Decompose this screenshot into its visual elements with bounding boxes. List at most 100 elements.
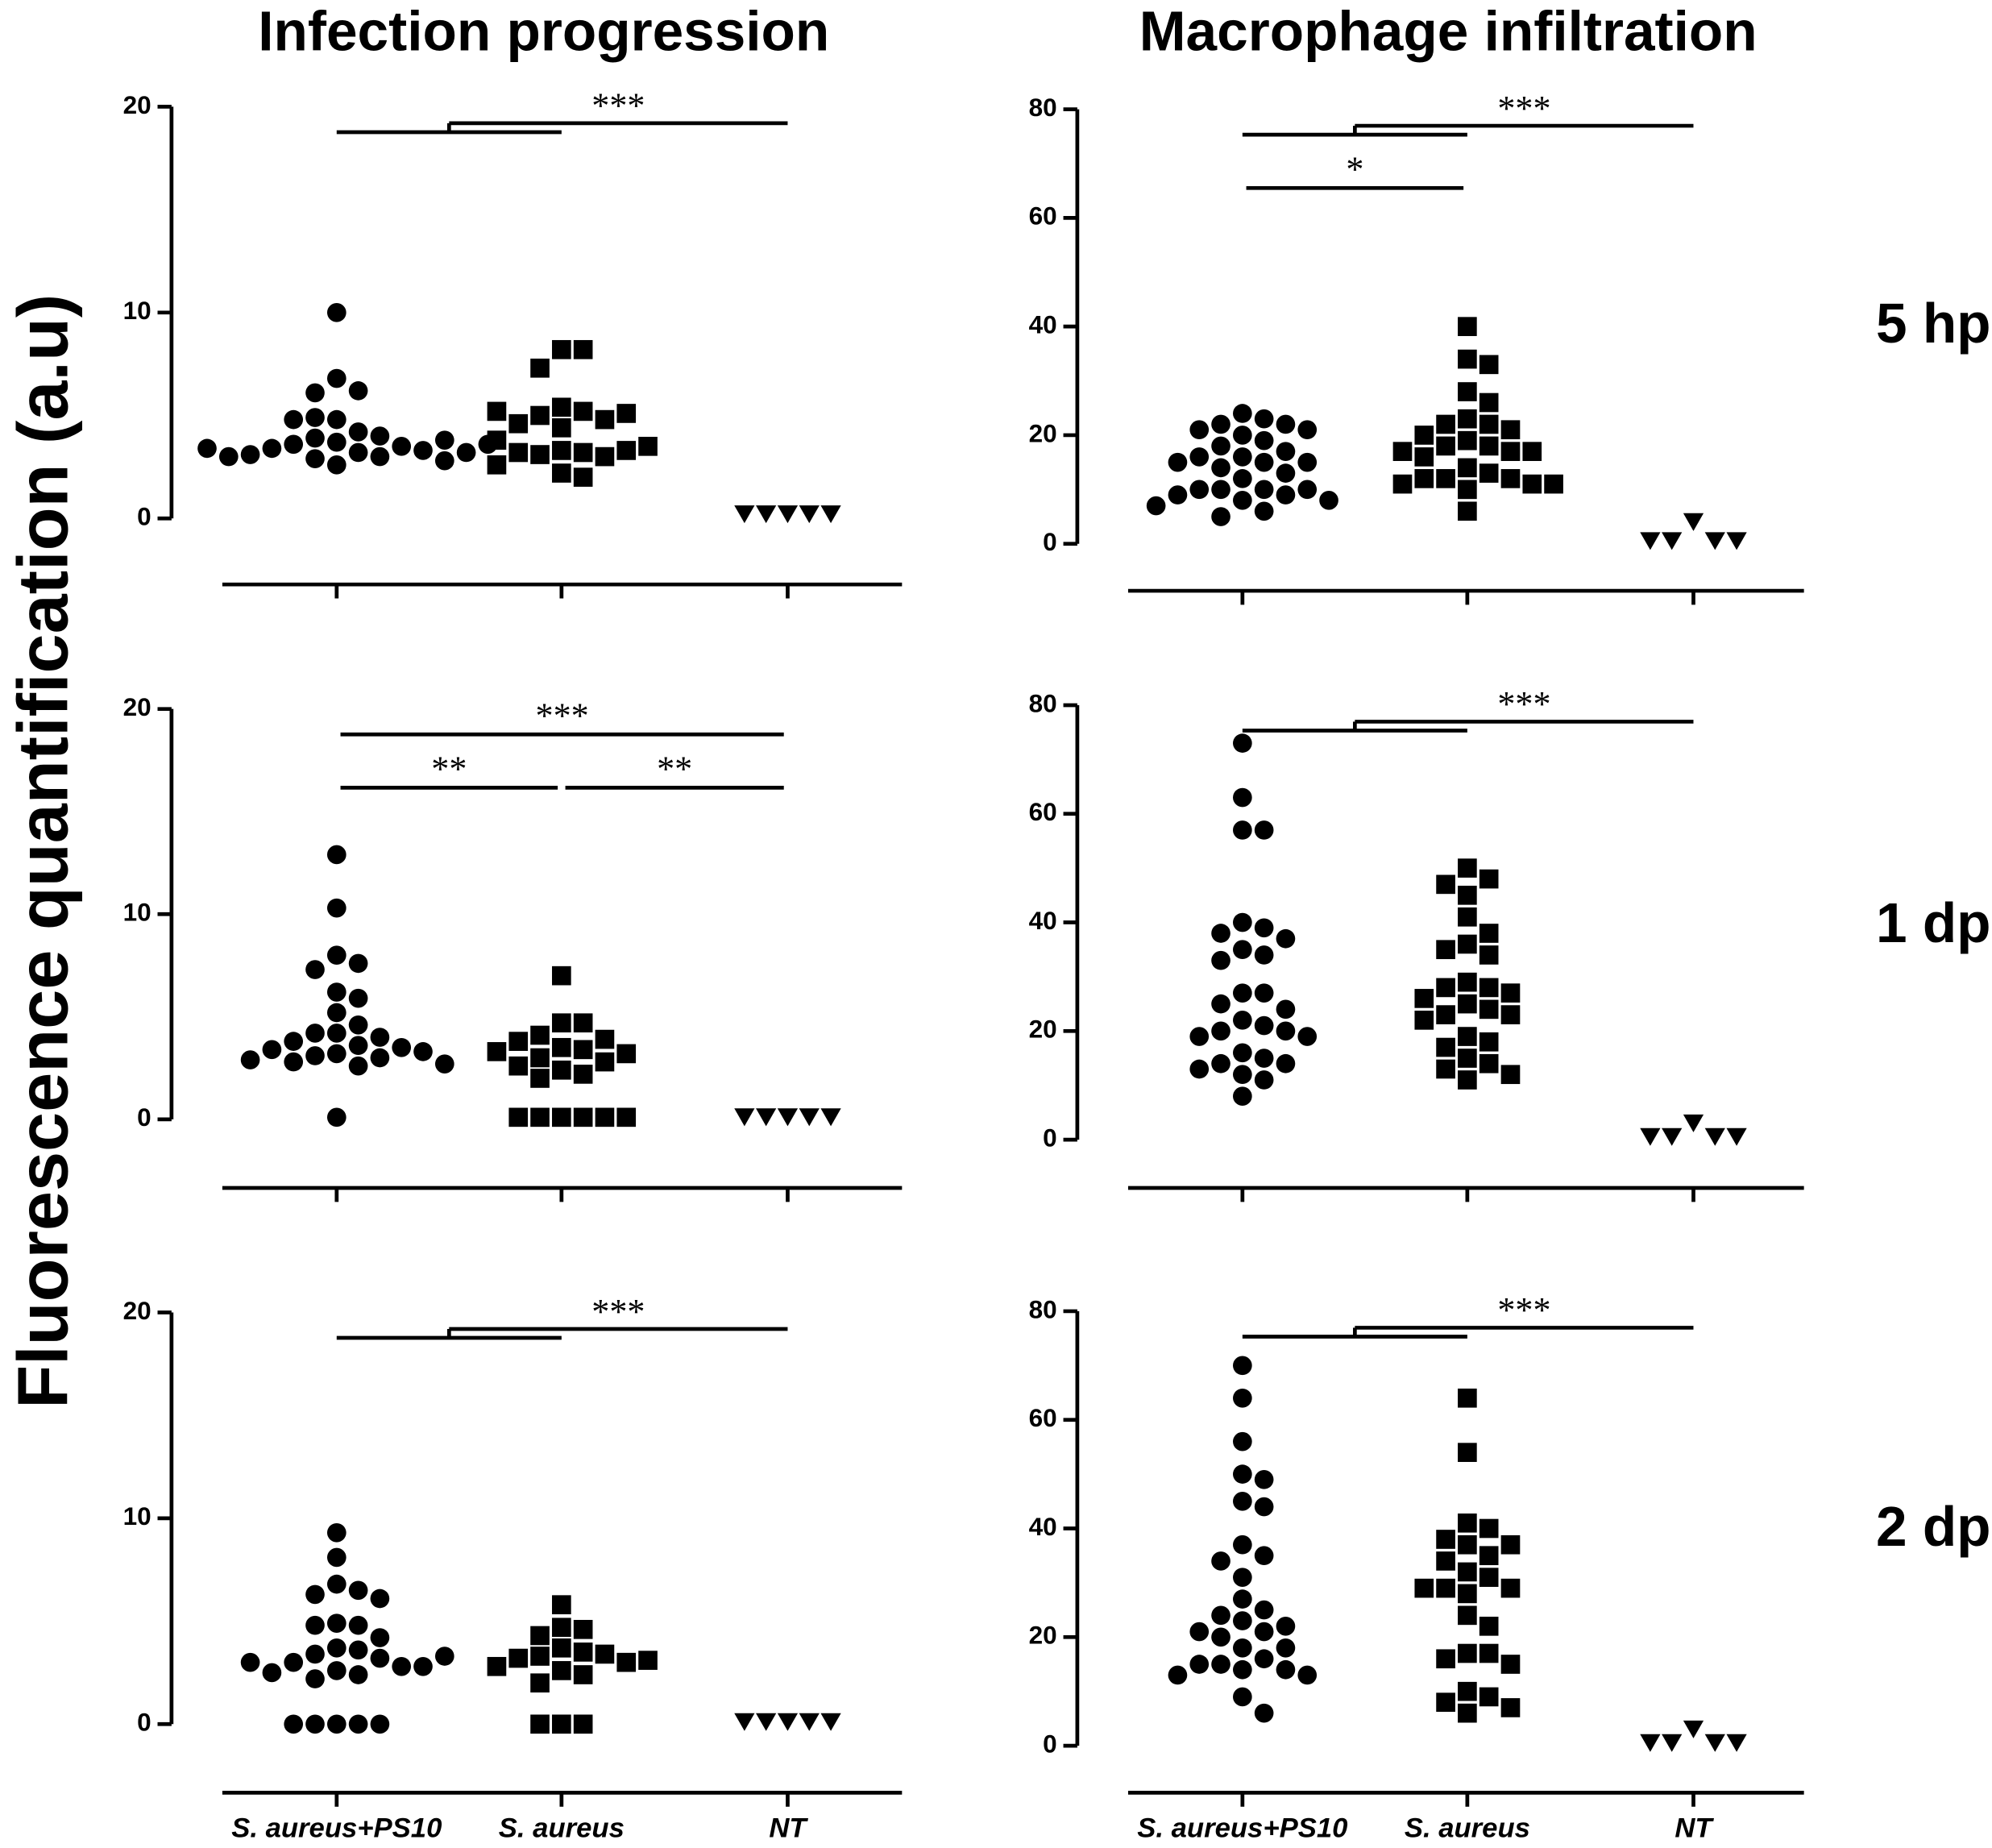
dot [370,1028,390,1047]
square [1458,1443,1477,1462]
dot [348,1056,368,1076]
square [1414,426,1434,445]
square [1436,1649,1455,1669]
square [1458,501,1477,521]
y-tick-label: 80 [1029,93,1057,122]
dot [456,442,476,463]
square [530,1048,550,1068]
dot [326,1661,347,1680]
square [1458,349,1477,369]
dot [1254,1703,1274,1723]
square [638,436,658,456]
dot [240,1050,260,1069]
square [1458,317,1477,336]
y-tick-label: 60 [1029,797,1057,826]
square [1479,945,1499,965]
square [1458,1703,1477,1723]
dot [284,1052,304,1072]
square [1458,1681,1477,1701]
dot [348,442,368,463]
square [487,1042,507,1061]
dot [1233,1043,1252,1063]
dot [1254,1649,1274,1669]
panel-title: Macrophage infiltration [1139,0,1758,62]
square [1500,983,1521,1003]
dot [1254,1015,1274,1036]
dot [326,432,347,452]
dot [392,1656,412,1676]
square [530,445,550,464]
dot [1254,1600,1274,1620]
square [508,1107,529,1127]
square [573,401,593,422]
square [1479,978,1499,998]
square [1392,442,1413,461]
triangle [1683,1114,1704,1132]
dot [1254,918,1274,938]
dot [326,409,347,430]
dot [348,381,368,401]
dot [1211,1627,1230,1647]
significance: *** [1497,1290,1550,1330]
dot [434,1054,454,1074]
dot [392,436,412,456]
dot [326,455,347,475]
dot [1254,480,1274,500]
dot [1211,1551,1230,1571]
y-axis-label: Fluorescence quantification (a.u) [2,294,82,1409]
square [552,1060,571,1080]
dot [1276,1659,1296,1680]
square [616,1107,637,1127]
square [616,1044,637,1064]
dot [305,383,325,403]
square [595,1029,615,1049]
dot [348,1580,368,1601]
dot [1233,1011,1252,1030]
dot [1233,1491,1252,1511]
square [595,1644,615,1664]
square [1458,1534,1477,1555]
square [1458,886,1477,905]
y-tick-label: 0 [1043,1123,1057,1152]
square [552,397,571,417]
dot [1297,1027,1318,1046]
square [573,1642,593,1662]
dot [348,1036,368,1056]
square [1458,934,1477,954]
triangle [1726,1127,1747,1146]
triangle [1683,513,1704,531]
dot [370,1628,390,1647]
square [1458,1643,1477,1663]
row-label: 1 dpi [1876,891,1992,954]
square [508,1032,529,1051]
dot [1276,1617,1296,1636]
dot [348,1615,368,1635]
dot [1254,501,1274,521]
dot [1254,452,1274,472]
square [1458,994,1477,1014]
panel-title: Infection progression [258,0,829,62]
dot [1254,820,1274,840]
dot [1233,1065,1252,1085]
y-tick-label: 0 [1043,527,1057,556]
dot [1233,426,1252,445]
dot [1276,1638,1296,1658]
y-tick-label: 20 [1029,1015,1057,1044]
dot [1189,1027,1210,1046]
square [1479,1546,1499,1566]
triangle [820,1108,841,1127]
dot [1211,458,1230,478]
dot [1211,1053,1230,1074]
dot [1211,950,1230,970]
square [1414,1011,1434,1030]
dot [1233,787,1252,808]
dot [1254,1070,1274,1090]
dot [1189,1655,1210,1674]
square [1458,1070,1477,1090]
y-tick-label: 20 [123,90,151,119]
square [1458,858,1477,878]
dot [370,426,390,446]
dot [305,428,325,448]
square [487,401,507,422]
